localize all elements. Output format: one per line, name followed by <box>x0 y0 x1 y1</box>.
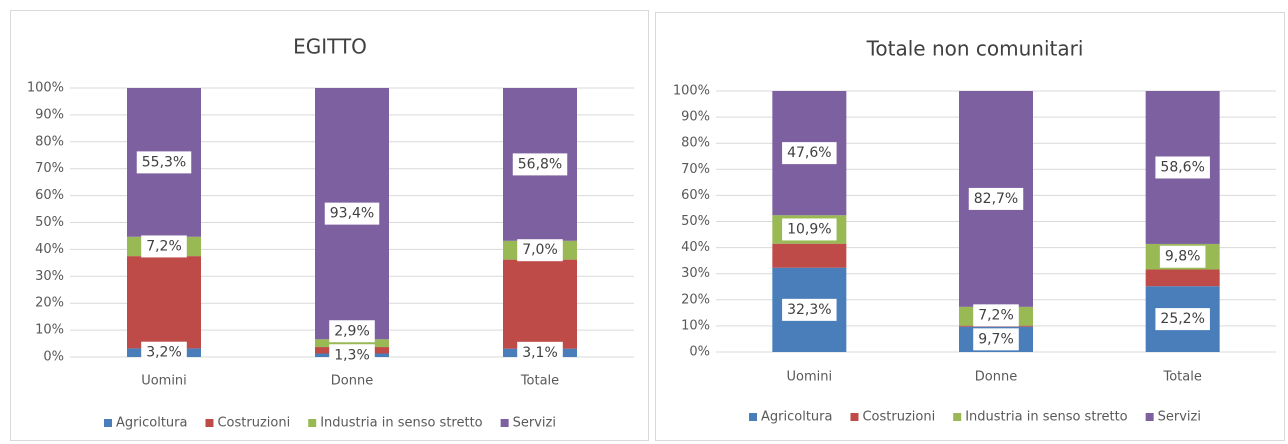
y-tick-label: 20% <box>35 296 64 311</box>
value-label: 3,2% <box>146 345 182 361</box>
value-label-bg <box>512 153 568 176</box>
value-label: 9,8% <box>1165 249 1201 265</box>
value-label-bg <box>782 142 837 165</box>
value-label: 32,3% <box>787 302 831 318</box>
y-tick-label: 100% <box>673 84 710 99</box>
legend-label: Servizi <box>1158 410 1201 425</box>
legend-label: Costruzioni <box>862 410 935 425</box>
y-tick-label: 30% <box>681 266 710 281</box>
legend-swatch <box>500 419 509 427</box>
value-label-bg <box>324 202 380 225</box>
legend-swatch <box>1145 413 1154 421</box>
y-tick-label: 60% <box>681 188 710 203</box>
legend-label: Agricoltura <box>761 410 832 425</box>
x-tick-label: Uomini <box>141 374 187 389</box>
y-tick-label: 80% <box>681 136 710 151</box>
y-tick-label: 40% <box>35 242 64 257</box>
x-tick-label: Totale <box>1162 370 1201 385</box>
value-label: 58,6% <box>1160 159 1204 175</box>
legend-label: Agricoltura <box>116 416 187 431</box>
value-label: 93,4% <box>330 206 374 222</box>
value-label-bg <box>329 344 375 367</box>
value-label: 1,3% <box>334 347 370 363</box>
value-label-bg <box>968 187 1024 210</box>
value-label: 2,9% <box>334 323 370 339</box>
value-label: 10,9% <box>787 221 831 237</box>
x-tick-label: Uomini <box>787 370 833 385</box>
value-label-bg <box>1155 156 1210 179</box>
chart-title: Totale non comunitari <box>866 37 1084 61</box>
value-label: 47,6% <box>787 145 831 161</box>
value-label-bg <box>973 304 1019 327</box>
value-label-bg <box>141 341 187 364</box>
y-tick-label: 0% <box>43 350 64 365</box>
y-tick-label: 50% <box>681 214 710 229</box>
legend-swatch <box>749 413 758 421</box>
bar-segment <box>127 256 201 349</box>
legend-swatch <box>205 419 214 427</box>
value-label: 25,2% <box>1160 311 1204 327</box>
value-label-bg <box>136 151 192 174</box>
value-label: 3,1% <box>522 345 558 361</box>
y-tick-label: 10% <box>35 323 64 338</box>
value-label-bg <box>1159 245 1206 268</box>
y-tick-label: 40% <box>681 240 710 255</box>
value-label: 7,2% <box>978 307 1014 323</box>
bar-segment <box>1145 269 1220 287</box>
bar-segment <box>315 339 389 348</box>
value-label: 56,8% <box>518 156 562 172</box>
y-tick-label: 90% <box>35 107 64 122</box>
y-tick-label: 90% <box>681 110 710 125</box>
chart-title: EGITTO <box>293 35 367 59</box>
value-label: 55,3% <box>142 154 186 170</box>
legend-swatch <box>104 419 113 427</box>
y-tick-label: 10% <box>681 318 710 333</box>
y-tick-label: 60% <box>35 188 64 203</box>
value-label-bg <box>782 298 837 321</box>
y-tick-label: 20% <box>681 292 710 307</box>
value-label-bg <box>141 235 187 258</box>
value-label: 7,0% <box>522 242 558 258</box>
y-tick-label: 100% <box>27 81 64 96</box>
legend-swatch <box>850 413 859 421</box>
legend-label: Industria in senso stretto <box>965 410 1127 425</box>
value-label: 82,7% <box>974 191 1018 207</box>
value-label-bg <box>329 320 375 343</box>
bar-segment <box>772 243 847 268</box>
bar-segment <box>503 259 577 349</box>
legend-label: Servizi <box>513 416 556 431</box>
y-tick-label: 50% <box>35 215 64 230</box>
value-label-bg <box>1155 308 1210 331</box>
value-label: 7,2% <box>146 238 182 254</box>
y-tick-label: 30% <box>35 269 64 284</box>
x-tick-label: Totale <box>520 374 559 389</box>
value-label-bg <box>782 218 837 241</box>
y-tick-label: 0% <box>689 345 710 360</box>
legend-label: Industria in senso stretto <box>320 416 482 431</box>
legend-swatch <box>308 419 317 427</box>
y-tick-label: 70% <box>35 161 64 176</box>
value-label-bg <box>517 239 563 262</box>
y-tick-label: 80% <box>35 134 64 149</box>
value-label-bg <box>973 328 1019 351</box>
legend-label: Costruzioni <box>217 416 290 431</box>
y-tick-label: 70% <box>681 162 710 177</box>
value-label: 9,7% <box>978 331 1014 347</box>
value-label-bg <box>517 341 563 364</box>
legend-swatch <box>953 413 962 421</box>
x-tick-label: Donne <box>331 374 373 389</box>
x-tick-label: Donne <box>975 370 1017 385</box>
